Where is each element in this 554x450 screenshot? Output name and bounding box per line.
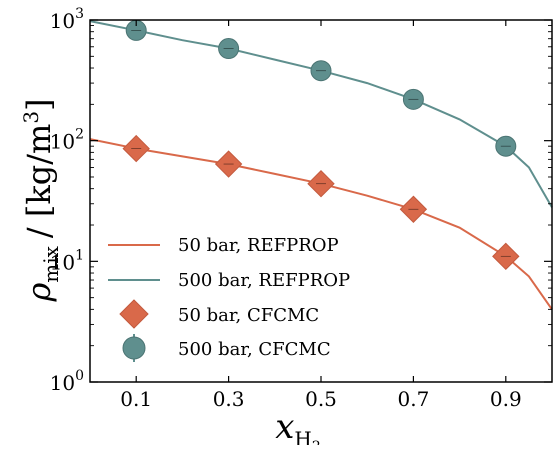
plot-markers xyxy=(122,19,520,271)
y-tick-label: 100 xyxy=(50,368,84,395)
x-axis-label-sub: H xyxy=(294,427,311,445)
legend-swatch-circle xyxy=(122,334,146,362)
legend-label-500bar-refprop: 500 bar, REFPROP xyxy=(178,270,350,291)
x-axis-label: xH2 xyxy=(275,407,321,445)
y-tick-label: 102 xyxy=(50,127,84,154)
x-tick-label: 0.1 xyxy=(120,387,152,411)
x-axis-label-main: x xyxy=(275,407,294,445)
legend-label-50bar-cfcmc: 50 bar, CFCMC xyxy=(178,305,319,326)
x-ticks: 0.1 0.3 0.5 0.7 0.9 xyxy=(120,20,522,411)
legend-label-500bar-cfcmc: 500 bar, CFCMC xyxy=(178,339,331,360)
x-tick-label: 0.9 xyxy=(490,387,522,411)
y-axis-label-units-exp: 3 xyxy=(19,111,43,124)
y-ticks: 100 101 102 103 xyxy=(50,6,552,395)
legend-swatch-diamond xyxy=(119,299,149,329)
y-tick-label: 103 xyxy=(50,6,84,33)
y-axis-label-main: ρ xyxy=(20,283,58,303)
y-axis-label-units-close: ] xyxy=(20,98,58,110)
y-axis-label-sub: mix xyxy=(39,245,63,282)
x-tick-label: 0.5 xyxy=(305,387,337,411)
legend-label-50bar-refprop: 50 bar, REFPROP xyxy=(178,235,339,256)
y-axis-label: ρmix / [kg/m3] xyxy=(19,98,63,302)
legend: 50 bar, REFPROP 500 bar, REFPROP 50 bar,… xyxy=(108,235,350,362)
x-tick-label: 0.7 xyxy=(397,387,429,411)
x-tick-label: 0.3 xyxy=(213,387,245,411)
x-axis-label-sub-digit: 2 xyxy=(312,439,321,445)
y-tick-label: 101 xyxy=(50,247,84,274)
svg-text:ρmix/ [kg/m3]: ρmix / [kg/m3] xyxy=(19,98,63,302)
y-axis-label-units: / [kg/m xyxy=(20,124,58,238)
